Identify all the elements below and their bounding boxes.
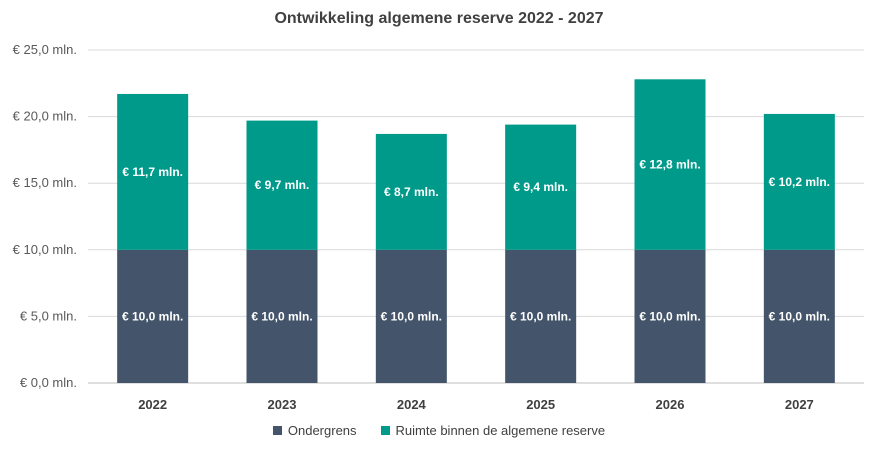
legend-swatch-ruimte [380,426,390,435]
bar-ruimte [634,79,706,250]
data-label: € 9,7 mln. [255,178,310,192]
bar-ondergrens [246,249,318,383]
bar-ruimte [763,113,835,250]
bar-ruimte [117,93,189,250]
data-label: € 10,0 mln. [510,309,571,323]
data-label: € 10,0 mln. [769,309,830,323]
x-tick-label: 2027 [785,397,814,412]
legend-item-ruimte: Ruimte binnen de algemene reserve [380,423,606,438]
bar-ruimte [505,124,577,250]
bar-ondergrens [763,249,835,383]
bar-ondergrens [505,249,577,383]
x-tick-label: 2022 [138,397,167,412]
x-tick-label: 2026 [656,397,685,412]
legend-item-ondergrens: Ondergrens [272,423,357,438]
chart-title: Ontwikkeling algemene reserve 2022 - 202… [274,10,604,27]
data-label: € 10,2 mln. [769,175,830,189]
x-tick-label: 2023 [268,397,297,412]
x-tick-label: 2025 [526,397,555,412]
data-label: € 10,0 mln. [639,309,700,323]
bar-ondergrens [375,249,447,383]
legend: Ondergrens Ruimte binnen de algemene res… [0,423,878,438]
y-tick-label: € 5,0 mln. [20,308,77,323]
y-tick-label: € 25,0 mln. [13,42,77,57]
legend-label-ruimte: Ruimte binnen de algemene reserve [395,423,606,438]
y-tick-label: € 0,0 mln. [20,375,77,390]
y-tick-label: € 20,0 mln. [13,109,77,124]
legend-label-ondergrens: Ondergrens [287,423,357,438]
bar-ruimte [246,120,318,250]
y-tick-label: € 15,0 mln. [13,175,77,190]
data-label: € 8,7 mln. [384,185,439,199]
data-label: € 9,4 mln. [513,180,568,194]
data-label: € 10,0 mln. [381,309,442,323]
data-label: € 11,7 mln. [122,165,183,179]
bar-ruimte [375,133,447,250]
data-label: € 10,0 mln. [251,309,312,323]
y-tick-label: € 10,0 mln. [13,242,77,257]
bar-ondergrens [117,249,189,383]
bar-ondergrens [634,249,706,383]
x-tick-label: 2024 [397,397,427,412]
data-label: € 12,8 mln. [639,158,700,172]
data-label: € 10,0 mln. [122,309,183,323]
legend-swatch-ondergrens [272,426,282,435]
